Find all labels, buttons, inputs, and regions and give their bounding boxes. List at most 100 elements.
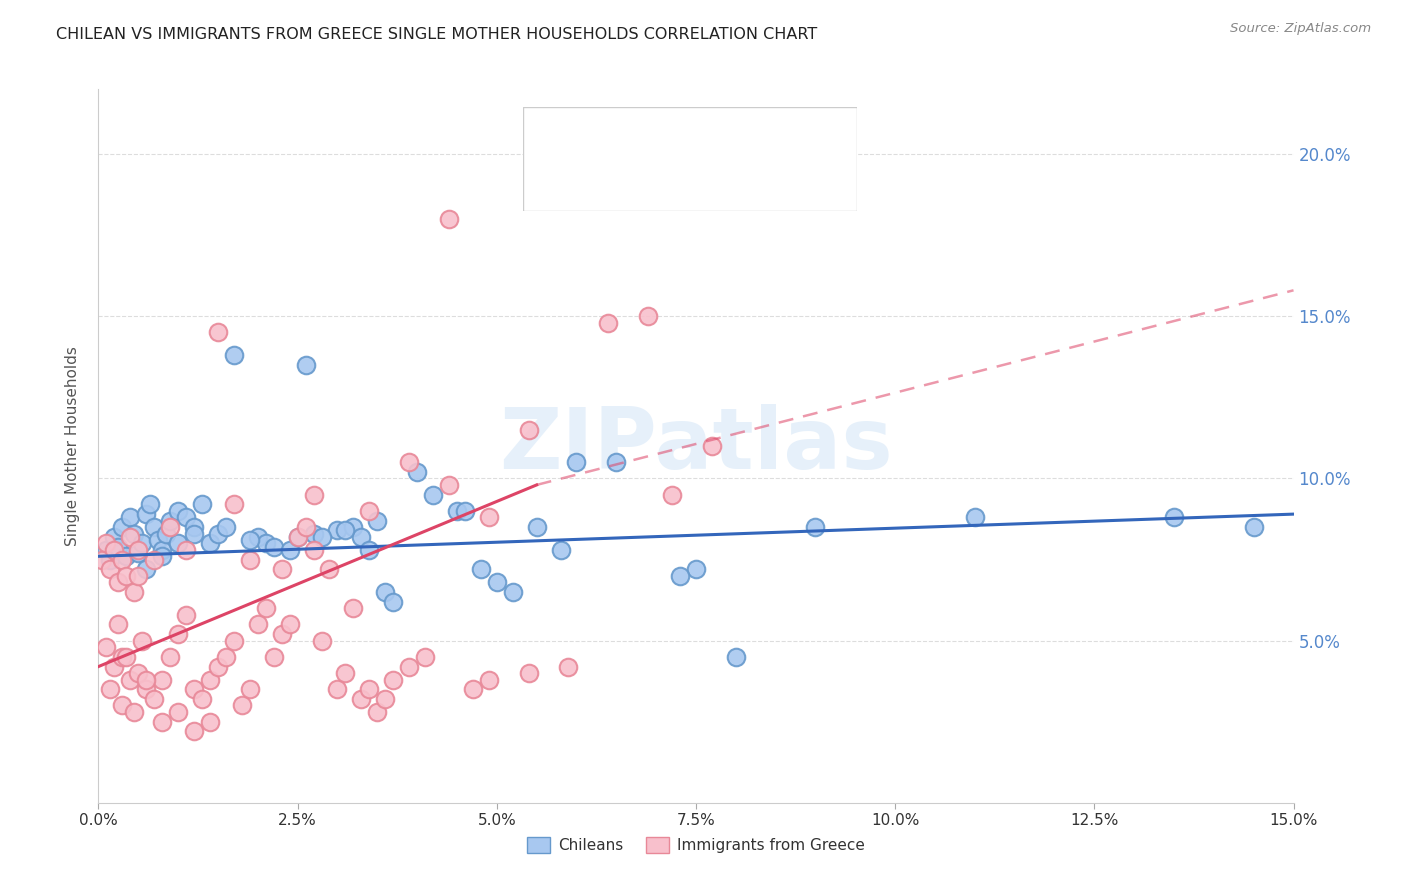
Point <box>246 530 269 544</box>
Point <box>287 530 309 544</box>
Point <box>115 568 138 582</box>
Point <box>207 526 229 541</box>
Point <box>382 595 405 609</box>
Point <box>1163 510 1185 524</box>
Point <box>120 510 142 524</box>
Point <box>270 562 292 576</box>
Point <box>215 520 238 534</box>
Point <box>139 497 162 511</box>
Point <box>1243 520 1265 534</box>
Point <box>159 649 181 664</box>
Point <box>278 542 301 557</box>
Point <box>270 627 292 641</box>
Point <box>366 705 388 719</box>
Point <box>98 552 122 566</box>
Point <box>239 533 262 547</box>
Point <box>111 552 134 566</box>
Point <box>502 585 524 599</box>
Point <box>685 562 707 576</box>
Point <box>326 682 349 697</box>
Point <box>191 692 214 706</box>
Point <box>150 549 173 564</box>
Point <box>191 497 214 511</box>
Point <box>167 627 190 641</box>
Point <box>454 504 477 518</box>
Point <box>294 520 316 534</box>
Point <box>254 536 277 550</box>
Legend: Chileans, Immigrants from Greece: Chileans, Immigrants from Greece <box>522 831 870 859</box>
Point <box>150 673 173 687</box>
Point <box>215 649 238 664</box>
Point <box>103 530 125 544</box>
Point <box>398 659 420 673</box>
Point <box>437 211 460 226</box>
Point <box>263 540 285 554</box>
Text: ZIPatlas: ZIPatlas <box>499 404 893 488</box>
Point <box>461 682 484 697</box>
Point <box>350 530 373 544</box>
Point <box>183 724 205 739</box>
Point <box>517 423 540 437</box>
Point <box>103 659 125 673</box>
Point <box>413 649 436 664</box>
Point <box>366 514 388 528</box>
Point <box>107 575 129 590</box>
Point <box>167 536 190 550</box>
Point <box>135 562 157 576</box>
Point <box>278 617 301 632</box>
Point <box>239 682 262 697</box>
Point <box>302 542 325 557</box>
Point <box>150 714 173 729</box>
Point <box>350 692 373 706</box>
Point <box>198 536 221 550</box>
Point <box>115 649 138 664</box>
Point <box>150 542 173 557</box>
Point <box>254 601 277 615</box>
Point <box>335 666 357 681</box>
Point <box>127 542 149 557</box>
Point <box>637 310 659 324</box>
Point <box>135 682 157 697</box>
Point <box>804 520 827 534</box>
Point <box>478 510 501 524</box>
Point <box>302 488 325 502</box>
Point <box>124 585 146 599</box>
Point <box>287 530 309 544</box>
Point <box>183 682 205 697</box>
Point <box>124 526 146 541</box>
Point <box>207 659 229 673</box>
Point <box>124 705 146 719</box>
Point <box>103 542 125 557</box>
Point <box>98 682 122 697</box>
Point <box>398 455 420 469</box>
Point <box>167 504 190 518</box>
Point <box>724 649 747 664</box>
Point <box>478 673 501 687</box>
Point <box>183 526 205 541</box>
Point <box>302 526 325 541</box>
Point <box>143 692 166 706</box>
Point <box>222 497 245 511</box>
Point <box>526 520 548 534</box>
Point <box>517 666 540 681</box>
Point <box>661 488 683 502</box>
Point <box>183 520 205 534</box>
Point <box>359 542 381 557</box>
Point <box>437 478 460 492</box>
Point <box>359 682 381 697</box>
Point <box>335 524 357 538</box>
Point <box>98 562 122 576</box>
Point <box>143 520 166 534</box>
Point <box>446 504 468 518</box>
Point <box>326 524 349 538</box>
Point <box>127 666 149 681</box>
Point <box>135 673 157 687</box>
Point <box>342 520 364 534</box>
Point <box>406 465 429 479</box>
Point <box>669 568 692 582</box>
Point <box>222 348 245 362</box>
Point <box>470 562 492 576</box>
Point <box>565 455 588 469</box>
Point <box>422 488 444 502</box>
Point <box>135 507 157 521</box>
